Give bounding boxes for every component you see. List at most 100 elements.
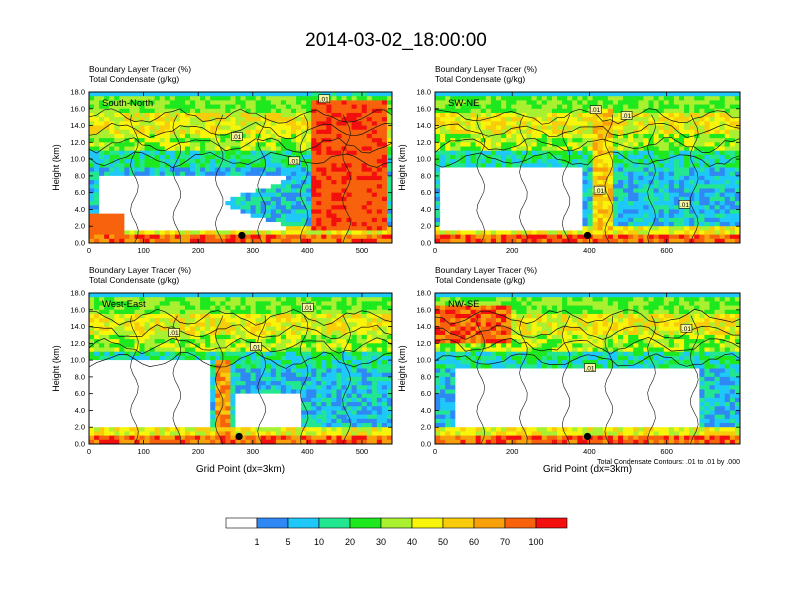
x-tick-label: 100 (137, 447, 150, 456)
x-axis-label: Grid Point (dx=3km) (196, 464, 285, 475)
y-tick-label: 16.0 (70, 104, 85, 113)
location-marker (583, 231, 592, 240)
panel-subtitle: Boundary Layer Tracer (%) (89, 64, 191, 74)
contour-label-box (680, 323, 693, 333)
x-tick-label: 200 (506, 246, 519, 255)
colorbar-swatch (287, 517, 320, 529)
figure-title: 2014-03-02_18:00:00 (305, 30, 487, 51)
panel-subtitle: Total Condensate (g/kg) (435, 74, 525, 84)
x-tick-label: 400 (301, 246, 314, 255)
panel-south-north: .01 .01 .01 South-North Boundary Layer Trace… (51, 64, 393, 255)
contour-line (257, 315, 266, 444)
y-tick-label: 6.0 (421, 188, 431, 197)
y-tick-label: 18.0 (70, 289, 85, 298)
contour-label-box (231, 132, 243, 141)
y-tick-label: 16.0 (416, 305, 431, 314)
contour-line (519, 114, 528, 243)
contour-label: .01 (585, 365, 594, 372)
colorbar-label: 10 (314, 537, 324, 547)
y-tick-label: 0.0 (421, 239, 431, 248)
contour-line (435, 353, 740, 367)
y-tick-label: 6.0 (421, 389, 431, 398)
y-tick-label: 16.0 (70, 305, 85, 314)
y-tick-label: 18.0 (416, 88, 431, 97)
panel-label: SW-NE (448, 98, 480, 109)
contour-label-box (318, 94, 331, 104)
contour-line (89, 324, 392, 340)
y-tick-label: 2.0 (75, 423, 85, 432)
plot-frame (434, 91, 741, 244)
contour-line (647, 315, 656, 444)
panel-subtitle: Boundary Layer Tracer (%) (435, 64, 537, 74)
colorbar-label: 50 (438, 537, 448, 547)
y-tick-label: 4.0 (75, 406, 85, 415)
y-tick-label: 18.0 (416, 289, 431, 298)
panel-west-east: .01 .01 .01 West-East Boundary Layer Tracer … (51, 265, 393, 475)
contour-label: .01 (622, 113, 631, 120)
y-tick-label: 16.0 (416, 104, 431, 113)
x-tick-label: 600 (660, 447, 673, 456)
contour-line (604, 315, 613, 444)
y-tick-label: 2.0 (75, 222, 85, 231)
colorbar-label: 1 (254, 537, 259, 547)
contour-line (130, 114, 139, 243)
panel-label: West-East (102, 299, 146, 310)
y-axis-label: Height (km) (51, 345, 61, 392)
contour-label: .01 (251, 344, 260, 351)
x-tick-label: 100 (137, 246, 150, 255)
contour-label-box (168, 328, 180, 337)
panel-subtitle: Boundary Layer Tracer (%) (435, 265, 537, 275)
x-tick-label: 400 (583, 246, 596, 255)
heatmap-field (89, 92, 392, 243)
location-marker (238, 231, 246, 240)
contour-label: .01 (303, 305, 312, 312)
contour-line (435, 337, 740, 355)
y-tick-label: 6.0 (75, 188, 85, 197)
panel-sw-ne: .01 .01 .01 .01 SW-NE Boundary Layer Tracer (… (397, 64, 741, 255)
y-tick-label: 10.0 (416, 155, 431, 164)
contour-line (435, 108, 740, 125)
colorbar-label: 40 (407, 537, 417, 547)
heatmap-field (89, 293, 392, 444)
contour-label: .01 (232, 134, 241, 141)
contour-line (342, 315, 351, 444)
y-axis-label: Height (km) (397, 345, 407, 392)
panel-subtitle: Total Condensate (g/kg) (89, 74, 179, 84)
panel-label: NW-SE (448, 299, 480, 310)
colorbar-swatch (256, 517, 289, 529)
y-tick-label: 4.0 (421, 406, 431, 415)
y-tick-label: 14.0 (70, 121, 85, 130)
contour-line (690, 315, 699, 444)
heatmap-field (435, 293, 740, 444)
x-tick-label: 300 (247, 447, 260, 456)
plot-frame (434, 292, 741, 445)
y-tick-label: 8.0 (421, 171, 431, 180)
colorbar: 1 5 10 20 30 40 50 60 70 100 (225, 517, 568, 547)
y-tick-label: 14.0 (70, 322, 85, 331)
y-tick-label: 12.0 (70, 138, 85, 147)
y-tick-label: 8.0 (75, 372, 85, 381)
colorbar-swatch (349, 517, 382, 529)
plot-frame (88, 292, 393, 445)
y-tick-label: 2.0 (421, 423, 431, 432)
contour-label-box (589, 105, 602, 114)
contour-line (435, 137, 740, 153)
contour-line (89, 108, 392, 124)
contour-line (89, 122, 392, 139)
plot-frame (88, 91, 393, 244)
contour-line (89, 308, 392, 326)
y-tick-label: 18.0 (70, 88, 85, 97)
contour-label: .01 (591, 107, 600, 114)
colorbar-swatch (504, 517, 537, 529)
y-tick-label: 12.0 (416, 339, 431, 348)
contour-line (130, 315, 139, 444)
x-axis-label: Grid Point (dx=3km) (543, 464, 632, 475)
contour-label: .01 (595, 188, 604, 195)
contour-footnote: Total Condensate Contours: .01 to .01 by… (597, 459, 740, 466)
contour-line (604, 114, 613, 243)
location-marker (583, 432, 592, 441)
y-axis-label: Height (km) (397, 144, 407, 191)
y-tick-label: 8.0 (75, 171, 85, 180)
contour-line (476, 315, 485, 444)
